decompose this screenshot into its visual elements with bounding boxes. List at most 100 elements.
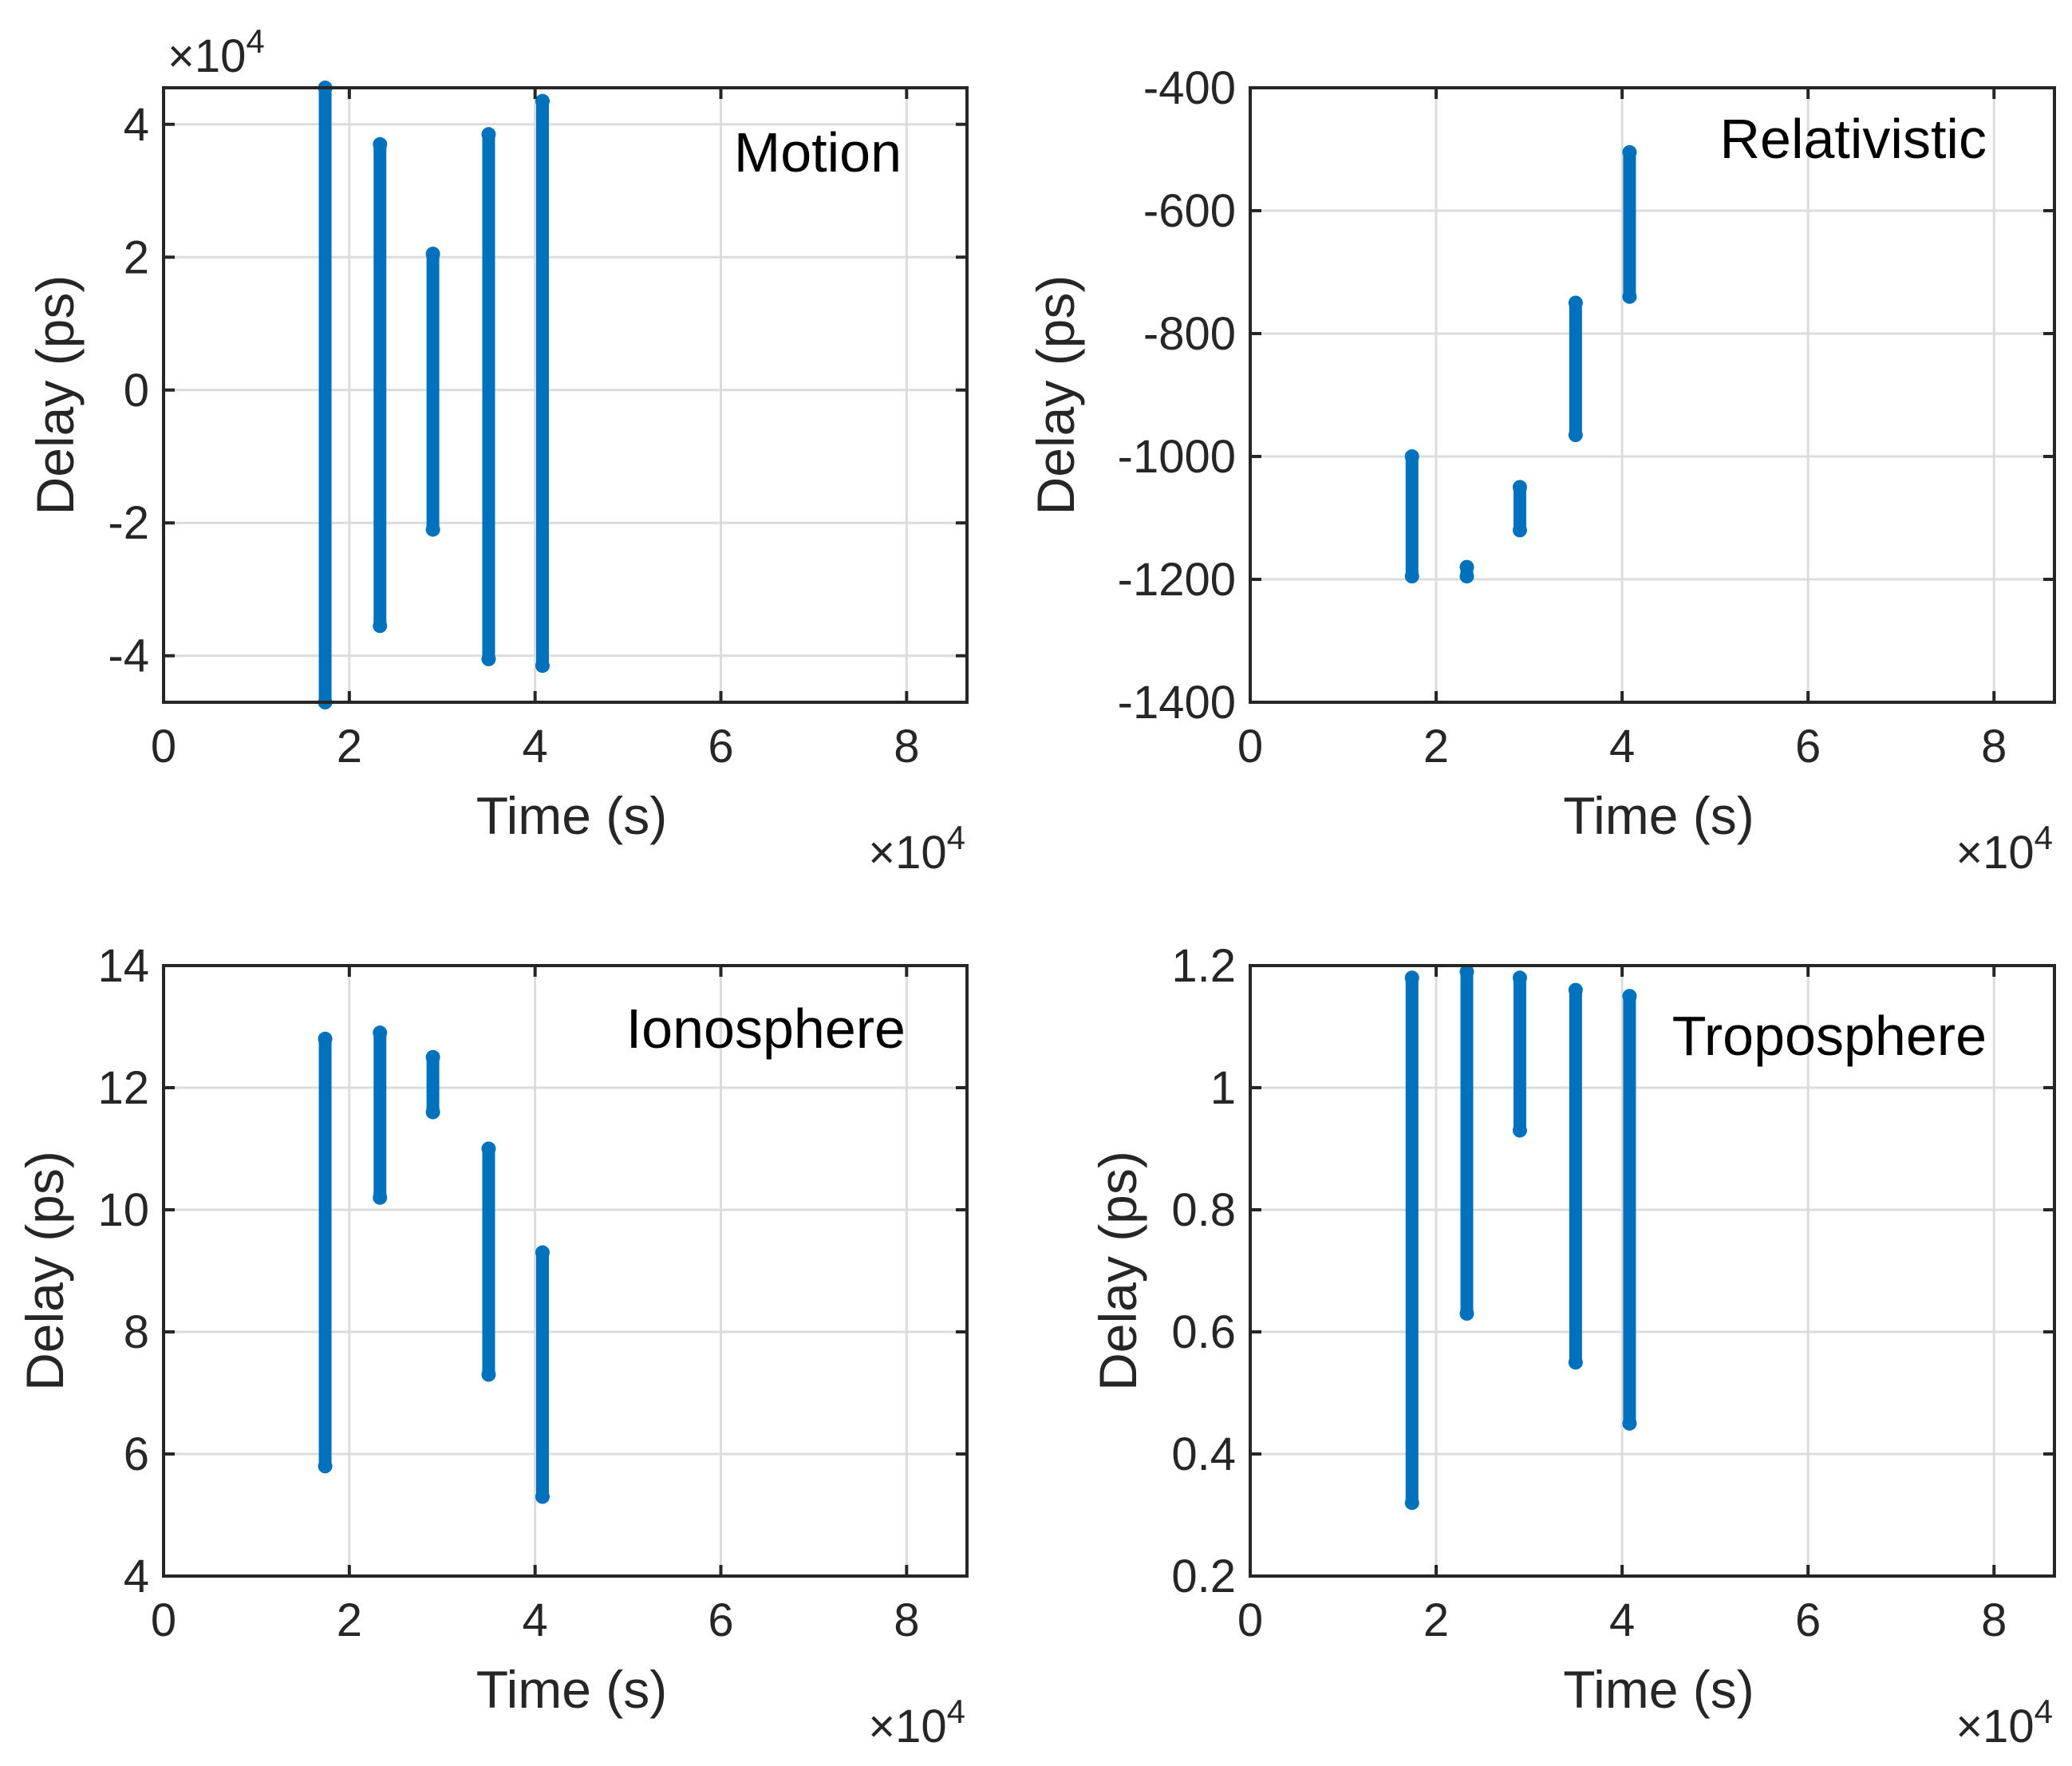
y-tick-label: 8 (124, 1306, 149, 1358)
data-streak-3 (425, 247, 440, 537)
y-tick-label: -4 (108, 630, 149, 682)
y-axis-label: Delay (ps) (15, 1151, 74, 1391)
data-point-max (535, 1245, 550, 1260)
y-axis-label: Delay (ps) (1088, 1151, 1147, 1391)
y-tick-label: 4 (124, 1551, 149, 1602)
y-tick-label: 0 (124, 365, 149, 417)
y-tick-label: 0.2 (1171, 1551, 1236, 1602)
x-tick-label: 0 (151, 721, 176, 772)
data-streak-2 (1459, 559, 1474, 584)
x-tick-label: 2 (1423, 1594, 1449, 1646)
y-tick-label: -600 (1143, 185, 1236, 237)
data-point-min (535, 1489, 550, 1504)
x-tick-label: 4 (523, 721, 548, 772)
data-streak-4 (1568, 982, 1583, 1370)
y-tick-label: -800 (1143, 308, 1236, 360)
data-streak-4 (481, 127, 496, 666)
y-tick-label: 10 (97, 1184, 149, 1236)
data-point-max (1459, 964, 1474, 979)
data-point-max (373, 1025, 388, 1041)
data-point-max (1512, 970, 1527, 986)
data-point-min (425, 1104, 440, 1120)
x-tick-label: 6 (708, 1594, 733, 1646)
data-point-min (1404, 1495, 1419, 1511)
x-tick-label: 4 (1609, 721, 1635, 772)
data-point-max (1568, 982, 1583, 998)
panel-annotation: Troposphere (1672, 1005, 1987, 1067)
panel-top-right: 0 2 4 6 8 -1400 -1200 -1000 -800 -600 -400 Time (s)… (1026, 62, 2056, 879)
x-tick-label: 6 (1795, 1594, 1821, 1646)
x-tick-label: 8 (1981, 1594, 2007, 1646)
data-streak-2 (373, 1025, 388, 1205)
data-streak-3 (1512, 480, 1527, 538)
data-point-max (425, 1049, 440, 1065)
data-point-max (535, 93, 550, 109)
data-streak-1 (318, 81, 333, 709)
data-point-max (318, 1031, 333, 1046)
data-point-max (1404, 970, 1419, 986)
data-point-max (1568, 295, 1583, 310)
x-axis-multiplier: ×104 (1956, 1693, 2053, 1752)
panel-top-left: 0 2 4 6 8 -4 -2 0 2 4 Time (s) Delay (ps) ×104 ×104 Mo… (26, 22, 969, 879)
y-tick-label: 14 (97, 940, 149, 992)
x-tick-label: 4 (1609, 1594, 1635, 1646)
data-point-max (1622, 989, 1637, 1004)
y-tick-label: 1.2 (1171, 940, 1236, 992)
y-tick-label: 0.4 (1171, 1428, 1236, 1480)
data-streak-4 (481, 1141, 496, 1382)
y-tick-label: 0.8 (1171, 1184, 1236, 1236)
x-tick-label: 0 (1237, 721, 1263, 772)
data-streak-5 (1622, 989, 1637, 1431)
y-tick-label: 1 (1210, 1062, 1236, 1114)
panel-annotation: Relativistic (1719, 108, 1987, 170)
data-point-min (1404, 569, 1419, 584)
data-streak-1 (1404, 970, 1419, 1511)
x-tick-label: 8 (1981, 721, 2007, 772)
y-tick-label: 0.6 (1171, 1306, 1236, 1358)
x-tick-label: 0 (151, 1594, 176, 1646)
x-axis-label: Time (s) (1563, 1660, 1754, 1719)
data-point-max (1404, 449, 1419, 464)
y-tick-label: -1200 (1118, 554, 1236, 606)
y-axis-label: Delay (ps) (26, 275, 85, 516)
x-tick-label: 6 (708, 721, 733, 772)
data-point-min (1512, 1123, 1527, 1138)
x-tick-label: 2 (337, 1594, 362, 1646)
x-axis-multiplier: ×104 (868, 819, 965, 879)
data-point-min (318, 1459, 333, 1474)
data-streak-5 (535, 93, 550, 674)
y-tick-label: -1400 (1118, 677, 1236, 729)
data-streak-3 (425, 1049, 440, 1120)
data-streak-3 (1512, 970, 1527, 1138)
data-point-min (373, 1190, 388, 1205)
data-streak-4 (1568, 295, 1583, 443)
data-point-min (1459, 569, 1474, 584)
axes-box (1249, 86, 2056, 704)
data-point-max (373, 136, 388, 152)
data-point-min (1459, 1306, 1474, 1322)
x-axis-multiplier: ×104 (1956, 819, 2053, 879)
y-tick-label: 6 (124, 1428, 149, 1480)
data-point-min (481, 651, 496, 666)
data-streak-1 (318, 1031, 333, 1474)
x-tick-label: 4 (523, 1594, 548, 1646)
data-streak-5 (1622, 144, 1637, 304)
data-point-min (1622, 1416, 1637, 1431)
y-tick-label: 2 (124, 231, 149, 283)
x-axis-label: Time (s) (476, 1660, 668, 1719)
axes-box (1249, 964, 2056, 1578)
y-tick-label: -2 (108, 497, 149, 549)
axes-box (162, 964, 969, 1578)
x-tick-label: 6 (1795, 721, 1821, 772)
data-point-min (1622, 289, 1637, 304)
y-tick-label: -400 (1143, 62, 1236, 114)
data-point-max (425, 247, 440, 262)
x-tick-label: 2 (337, 721, 362, 772)
data-point-min (1568, 1355, 1583, 1370)
panel-bottom-left: 0 2 4 6 8 4 6 8 10 12 14 Time (s) Delay (ps) ×104 Iono… (15, 940, 969, 1752)
panel-annotation: Motion (734, 121, 902, 184)
y-axis-label: Delay (ps) (1026, 275, 1085, 516)
data-streak-5 (535, 1245, 550, 1504)
